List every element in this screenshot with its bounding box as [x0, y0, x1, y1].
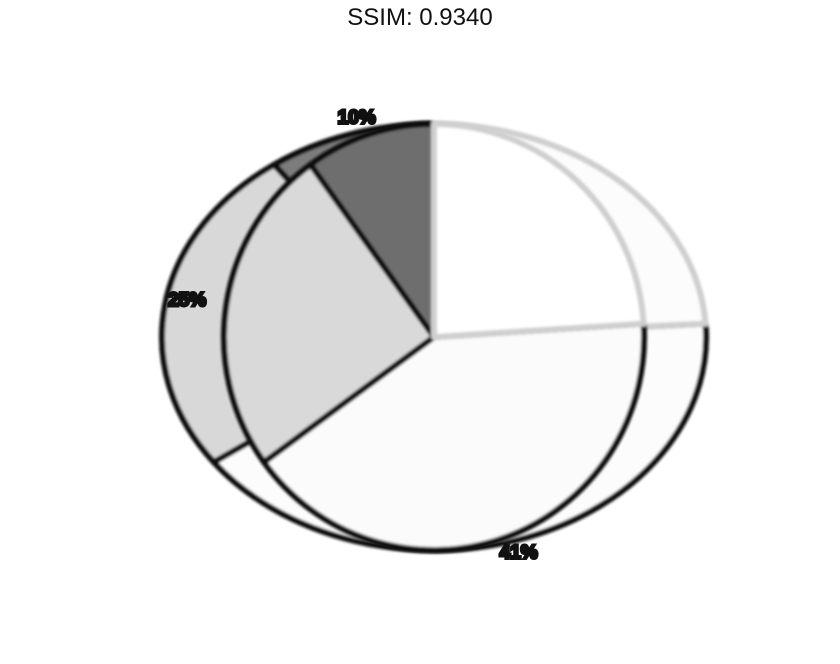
- pie-slice-41pct: [261, 320, 648, 554]
- chart-title: SSIM: 0.9340: [347, 4, 493, 31]
- pie-slice-25pct: [221, 161, 437, 466]
- pie-slice-10pct: [307, 121, 437, 340]
- slice-label-25pct: 25%: [168, 290, 206, 311]
- slice-label-41pct: 41%: [500, 542, 538, 563]
- pie-slice-unlabeled: [431, 121, 647, 340]
- slice-label-10pct: 10%: [338, 107, 376, 128]
